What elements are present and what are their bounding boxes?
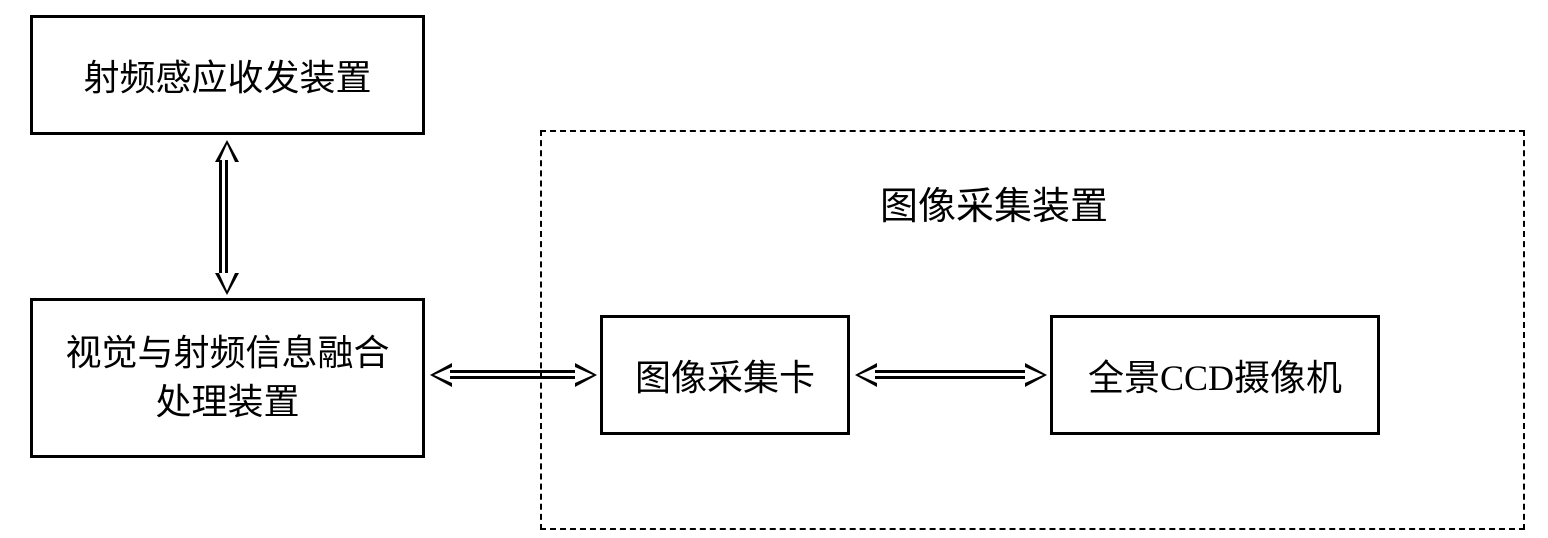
rf-transceiver-node: 射频感应收发装置 (30, 15, 425, 135)
panoramic-camera-node: 全景CCD摄像机 (1050, 315, 1380, 435)
fusion-processor-label: 视觉与射频信息融合处理装置 (33, 329, 422, 426)
rf-transceiver-label: 射频感应收发装置 (83, 49, 371, 101)
image-capture-card-label: 图像采集卡 (635, 349, 815, 401)
panoramic-camera-label: 全景CCD摄像机 (1088, 349, 1342, 401)
fusion-processor-node: 视觉与射频信息融合处理装置 (30, 298, 425, 458)
image-acquisition-label: 图像采集装置 (880, 175, 1108, 230)
image-capture-card-node: 图像采集卡 (600, 315, 850, 435)
